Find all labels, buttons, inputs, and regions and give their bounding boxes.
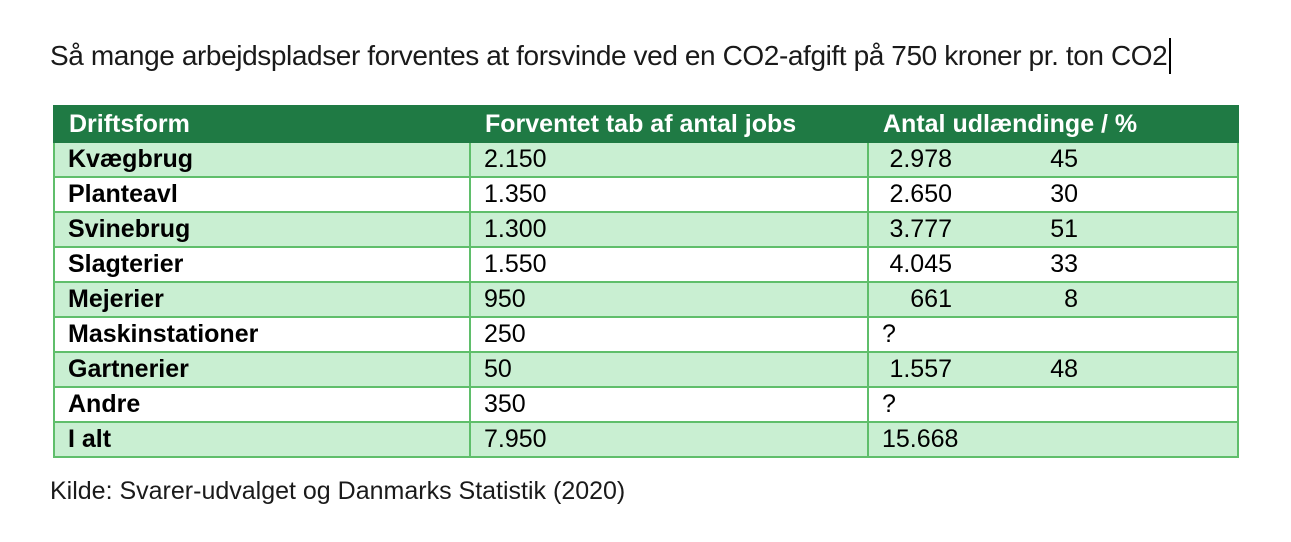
value-pct: 48 <box>1050 355 1078 383</box>
cell-driftsform[interactable]: Andre <box>53 386 471 423</box>
cell-forventet-tab[interactable]: 250 <box>469 316 869 353</box>
cell-forventet-tab[interactable]: 2.150 <box>469 141 869 178</box>
cell-antal-udlaendinge[interactable]: ? <box>867 386 1239 423</box>
value-pct: 8 <box>1064 285 1078 313</box>
cell-driftsform[interactable]: Mejerier <box>53 281 471 318</box>
table-row: Slagterier 1.550 4.045 33 <box>53 246 1239 283</box>
table-row: Gartnerier 50 1.557 48 <box>53 351 1239 388</box>
page-title[interactable]: Så mange arbejdspladser forventes at for… <box>50 40 1168 71</box>
cell-driftsform[interactable]: Svinebrug <box>53 211 471 248</box>
cell-forventet-tab[interactable]: 1.300 <box>469 211 869 248</box>
col-header-forventet-tab[interactable]: Forventet tab af antal jobs <box>469 105 869 143</box>
value-antal: 15.668 <box>882 425 959 453</box>
table-row: Maskinstationer 250? <box>53 316 1239 353</box>
cell-forventet-tab[interactable]: 7.950 <box>469 421 869 458</box>
cell-driftsform[interactable]: I alt <box>53 421 471 458</box>
cell-driftsform[interactable]: Slagterier <box>53 246 471 283</box>
cell-forventet-tab[interactable]: 1.550 <box>469 246 869 283</box>
cell-antal-udlaendinge[interactable]: ? <box>867 316 1239 353</box>
table-row: Andre 350? <box>53 386 1239 423</box>
value-antal: ? <box>882 320 896 348</box>
value-pct: 30 <box>1050 180 1078 208</box>
cell-antal-udlaendinge[interactable]: 1.557 48 <box>867 351 1239 388</box>
value-antal: 2.978 <box>889 145 952 173</box>
value-antal: 1.557 <box>889 355 952 383</box>
header-row: Driftsform Forventet tab af antal jobs A… <box>53 105 1239 143</box>
table-row: I alt 7.950 15.668 <box>53 421 1239 458</box>
table-row: Planteavl 1.350 2.650 30 <box>53 176 1239 213</box>
table-header: Driftsform Forventet tab af antal jobs A… <box>53 105 1239 143</box>
cell-antal-udlaendinge[interactable]: 3.777 51 <box>867 211 1239 248</box>
value-antal: 4.045 <box>889 250 952 278</box>
cell-forventet-tab[interactable]: 50 <box>469 351 869 388</box>
value-antal: 3.777 <box>889 215 952 243</box>
value-pct: 45 <box>1050 145 1078 173</box>
table-row: Kvægbrug 2.150 2.978 45 <box>53 141 1239 178</box>
cell-antal-udlaendinge[interactable]: 661 8 <box>867 281 1239 318</box>
cell-antal-udlaendinge[interactable]: 2.650 30 <box>867 176 1239 213</box>
value-antal: ? <box>882 390 896 418</box>
jobs-table: Driftsform Forventet tab af antal jobs A… <box>53 105 1239 458</box>
cell-driftsform[interactable]: Maskinstationer <box>53 316 471 353</box>
col-header-antal-udlaendinge[interactable]: Antal udlændinge / % <box>867 105 1239 143</box>
text-cursor <box>1169 38 1172 74</box>
cell-forventet-tab[interactable]: 350 <box>469 386 869 423</box>
value-pct: 33 <box>1050 250 1078 278</box>
col-header-driftsform[interactable]: Driftsform <box>53 105 471 143</box>
cell-antal-udlaendinge[interactable]: 15.668 <box>867 421 1239 458</box>
cell-antal-udlaendinge[interactable]: 2.978 45 <box>867 141 1239 178</box>
table-body: Kvægbrug 2.150 2.978 45 Planteavl 1.350 2.650 3… <box>53 141 1239 458</box>
source-note[interactable]: Kilde: Svarer-udvalget og Danmarks Stati… <box>50 477 626 505</box>
cell-forventet-tab[interactable]: 950 <box>469 281 869 318</box>
value-antal: 661 <box>910 285 952 313</box>
value-antal: 2.650 <box>889 180 952 208</box>
table-row: Mejerier 950 661 8 <box>53 281 1239 318</box>
cell-driftsform[interactable]: Kvægbrug <box>53 141 471 178</box>
value-pct: 51 <box>1050 215 1078 243</box>
cell-driftsform[interactable]: Planteavl <box>53 176 471 213</box>
title-block: Så mange arbejdspladser forventes at for… <box>50 38 1172 74</box>
table-row: Svinebrug 1.300 3.777 51 <box>53 211 1239 248</box>
cell-forventet-tab[interactable]: 1.350 <box>469 176 869 213</box>
cell-antal-udlaendinge[interactable]: 4.045 33 <box>867 246 1239 283</box>
cell-driftsform[interactable]: Gartnerier <box>53 351 471 388</box>
